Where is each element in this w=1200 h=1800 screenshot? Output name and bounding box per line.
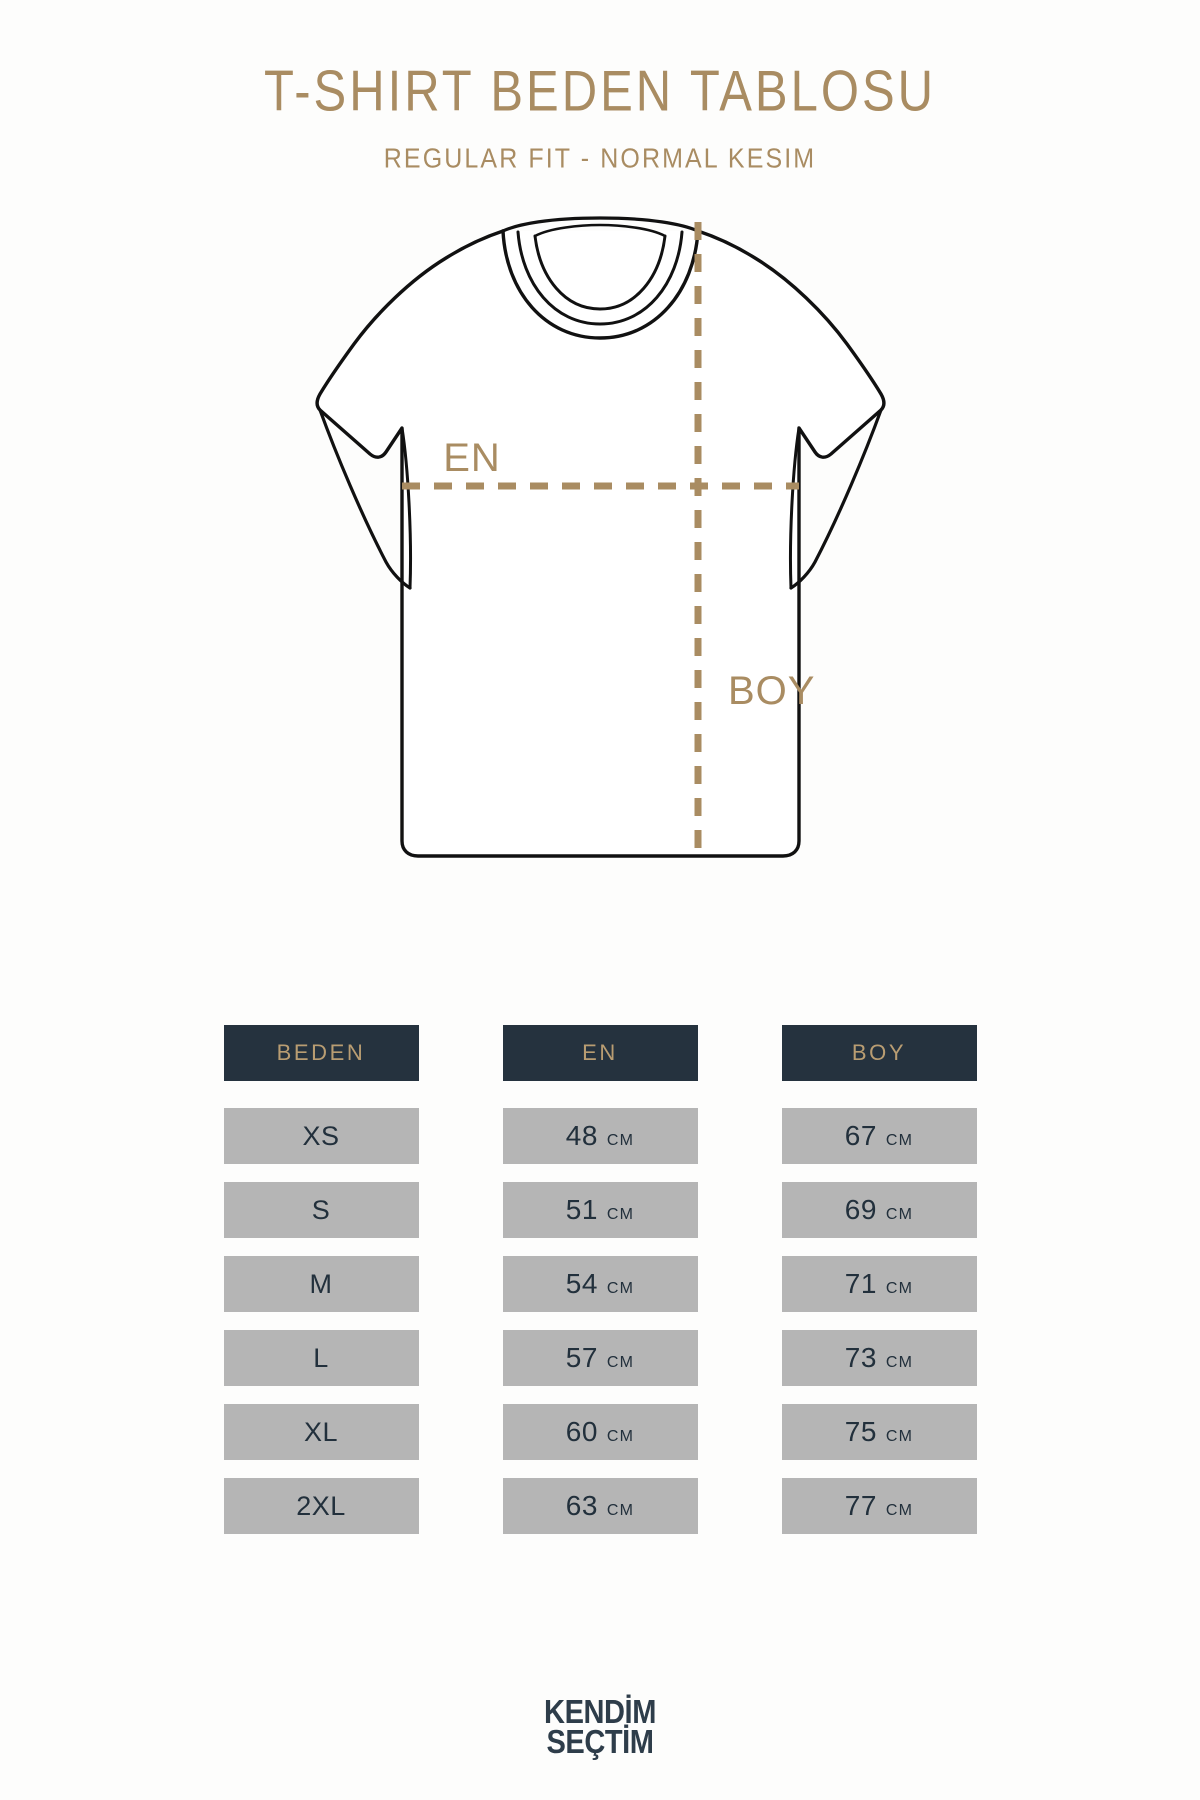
cell-beden: XS [223, 1108, 419, 1164]
page-subtitle: REGULAR FIT - NORMAL KESIM [383, 143, 817, 175]
page-title: T-SHIRT BEDEN TABLOSU [263, 59, 937, 124]
cell-en-value: 51 [565, 1194, 598, 1225]
cell-boy-unit: CM [885, 1354, 914, 1371]
cell-boy-unit: CM [885, 1206, 914, 1223]
column-header-en: EN [502, 1025, 698, 1081]
cell-en-value: 57 [565, 1342, 598, 1373]
cell-beden: L [223, 1330, 419, 1386]
cell-en: 48 CM [502, 1108, 698, 1164]
table-row: XS 48 CM 67 CM [0, 1108, 1200, 1164]
cell-en: 60 CM [502, 1404, 698, 1460]
column-header-beden: BEDEN [223, 1025, 419, 1081]
table-row: S 51 CM 69 CM [0, 1182, 1200, 1238]
right-sleeve-hem [789, 408, 883, 590]
cell-boy-unit: CM [885, 1132, 914, 1149]
cell-en: 54 CM [502, 1256, 698, 1312]
collar-shoulder-line [501, 216, 700, 233]
tshirt-illustration: EN BOY [315, 216, 886, 858]
cell-boy-unit: CM [885, 1280, 914, 1297]
header: T-SHIRT BEDEN TABLOSU REGULAR FIT - NORM… [0, 59, 1200, 175]
table-header-row: BEDEN EN BOY [0, 1025, 1200, 1081]
cell-boy-unit: CM [885, 1502, 914, 1519]
cell-en: 51 CM [502, 1182, 698, 1238]
cell-beden: S [223, 1182, 419, 1238]
table-row: L 57 CM 73 CM [0, 1330, 1200, 1386]
cell-boy: 75 CM [781, 1404, 977, 1460]
left-sleeve-hem [318, 408, 412, 590]
cell-en-value: 60 [565, 1416, 598, 1447]
cell-boy-value: 71 [844, 1268, 877, 1299]
cell-en-unit: CM [606, 1354, 635, 1371]
cell-en-unit: CM [606, 1132, 635, 1149]
collar-outer-ring [501, 229, 700, 340]
cell-beden: M [223, 1256, 419, 1312]
left-armhole-seam [400, 426, 413, 590]
cell-en-value: 63 [565, 1490, 598, 1521]
brand-logo: KENDİM SEÇTİM [0, 1693, 1200, 1761]
cell-beden: XL [223, 1404, 419, 1460]
cell-en-unit: CM [606, 1280, 635, 1297]
cell-en-value: 54 [565, 1268, 598, 1299]
cell-beden: 2XL [223, 1478, 419, 1534]
table-row: 2XL 63 CM 77 CM [0, 1478, 1200, 1534]
neck-tape [533, 223, 667, 238]
tshirt-body-path [315, 229, 886, 858]
cell-boy-value: 69 [844, 1194, 877, 1225]
cell-boy-value: 75 [844, 1416, 877, 1447]
table-row: M 54 CM 71 CM [0, 1256, 1200, 1312]
cell-boy-value: 73 [844, 1342, 877, 1373]
table-row: XL 60 CM 75 CM [0, 1404, 1200, 1460]
tshirt-outline-group [315, 216, 886, 858]
cell-boy-value: 67 [844, 1120, 877, 1151]
cell-boy: 73 CM [781, 1330, 977, 1386]
cell-boy: 69 CM [781, 1182, 977, 1238]
cell-boy: 71 CM [781, 1256, 977, 1312]
cell-boy-value: 77 [844, 1490, 877, 1521]
right-armhole-seam [788, 426, 801, 590]
length-label: BOY [728, 669, 815, 713]
cell-en-unit: CM [606, 1428, 635, 1445]
column-header-boy: BOY [781, 1025, 977, 1081]
neck-opening [533, 234, 667, 311]
cell-boy-unit: CM [885, 1428, 914, 1445]
cell-en-unit: CM [606, 1206, 635, 1223]
width-label: EN [443, 436, 501, 480]
brand-logo-line1: KENDİM [544, 1693, 656, 1730]
cell-en: 57 CM [502, 1330, 698, 1386]
cell-boy: 67 CM [781, 1108, 977, 1164]
cell-en-unit: CM [606, 1502, 635, 1519]
cell-boy: 77 CM [781, 1478, 977, 1534]
cell-en: 63 CM [502, 1478, 698, 1534]
size-table: BEDEN EN BOY XS 48 CM 67 CM S 51 CM 69 CM [0, 1025, 1200, 1552]
tshirt-diagram: EN BOY [0, 196, 1200, 886]
collar-inner-ring [516, 230, 684, 326]
brand-logo-line2: SEÇTİM [546, 1723, 654, 1761]
cell-en-value: 48 [565, 1120, 598, 1151]
